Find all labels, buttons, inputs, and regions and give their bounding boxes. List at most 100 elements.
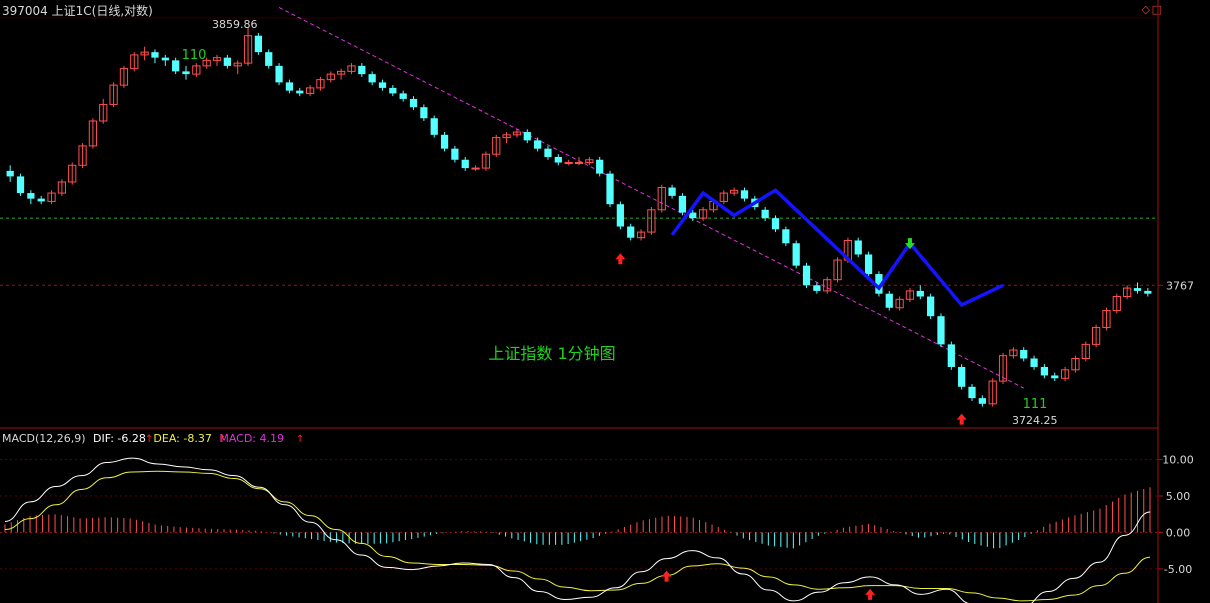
restore-icon[interactable]: ◇ [1141, 3, 1150, 16]
candle [275, 65, 283, 83]
candle [172, 60, 180, 72]
candle [833, 259, 842, 281]
candle [1091, 326, 1101, 345]
candle [471, 167, 480, 170]
candle [689, 212, 697, 219]
candle [771, 218, 780, 230]
candle [958, 366, 966, 387]
candle [616, 204, 624, 227]
candle [233, 62, 242, 67]
candle [1020, 350, 1028, 359]
candle [740, 190, 749, 199]
maximize-icon[interactable]: □ [1151, 3, 1162, 16]
header-arrow-icon: ↑ [296, 434, 304, 445]
right-axis-label: 3767 [1166, 279, 1194, 292]
dif-line [4, 457, 1151, 603]
candle [823, 279, 832, 292]
candle [802, 265, 811, 286]
candle [668, 187, 676, 196]
candle [223, 57, 231, 66]
candle [109, 84, 118, 105]
candle [440, 134, 449, 149]
candle [502, 134, 511, 139]
candle [68, 164, 77, 183]
candle [481, 153, 491, 169]
candle [37, 198, 45, 202]
candle [409, 98, 418, 108]
candle [399, 93, 407, 99]
macd-buy-arrow-icon [661, 570, 672, 582]
candle [1102, 310, 1111, 328]
candle [358, 65, 366, 75]
candle [1030, 358, 1038, 367]
candle [461, 159, 469, 169]
candle [1144, 290, 1152, 294]
candle [78, 145, 87, 166]
dea-line [4, 470, 1151, 602]
candle [761, 209, 769, 219]
candle [285, 82, 294, 91]
candle [182, 71, 190, 75]
high-price-label: 3859.86 [212, 18, 258, 31]
candle [347, 65, 356, 72]
candle [161, 57, 169, 61]
candle [316, 79, 325, 89]
candle [202, 59, 211, 67]
candle [678, 195, 687, 213]
macd-tick-label: 10.00 [1162, 454, 1194, 467]
candle [389, 87, 397, 94]
macd-tick-label: -5.00 [1164, 563, 1192, 576]
candle [1133, 288, 1142, 291]
candle [544, 148, 552, 157]
wave-count-label: 110 [182, 48, 207, 63]
candle [430, 118, 438, 135]
candle [326, 73, 335, 81]
candle [296, 90, 304, 94]
candle [554, 156, 562, 163]
candle [1123, 287, 1132, 298]
candle [378, 82, 387, 88]
candle [47, 192, 56, 202]
chart-title: 397004 上证1C(日线,对数) [2, 4, 153, 18]
candle [1051, 375, 1059, 379]
candle [140, 51, 149, 56]
candle [719, 192, 728, 202]
candle [968, 386, 976, 399]
candle [512, 131, 522, 136]
header-arrow-icon: ↑ [145, 434, 153, 445]
candle [119, 68, 129, 86]
macd-dea: DEA: -8.37 [153, 432, 212, 445]
macd-buy-arrow-icon [865, 588, 876, 600]
chart-annotation: 上证指数 1分钟图 [488, 344, 615, 363]
candle [875, 274, 883, 294]
candle [978, 398, 986, 404]
macd-name: MACD(12,26,9) [2, 432, 86, 445]
candle [368, 74, 376, 83]
wave-count-label: 111 [1023, 397, 1048, 412]
candle [492, 137, 501, 155]
candle [451, 148, 459, 160]
candle [1040, 366, 1049, 376]
candle [927, 296, 935, 317]
candle [864, 254, 873, 275]
candle [130, 54, 139, 70]
buy-arrow-icon [956, 413, 967, 425]
candle [254, 35, 263, 53]
candle [998, 355, 1008, 382]
candle [627, 226, 635, 238]
macd-dif: DIF: -6.28 [93, 432, 146, 445]
header-arrow-icon: ↑ [218, 434, 226, 445]
macd-header: MACD(12,26,9) DIF: -6.28 DEA: -8.37 MACD… [2, 432, 288, 445]
candle [99, 103, 108, 122]
candle [596, 159, 604, 174]
candle [305, 87, 315, 94]
candle [57, 181, 67, 194]
candle [854, 240, 862, 255]
buy-arrow-icon [615, 253, 626, 265]
candle [337, 70, 346, 75]
candle [564, 162, 573, 165]
candle [1071, 357, 1080, 371]
candle [988, 380, 997, 405]
candle [782, 229, 790, 244]
